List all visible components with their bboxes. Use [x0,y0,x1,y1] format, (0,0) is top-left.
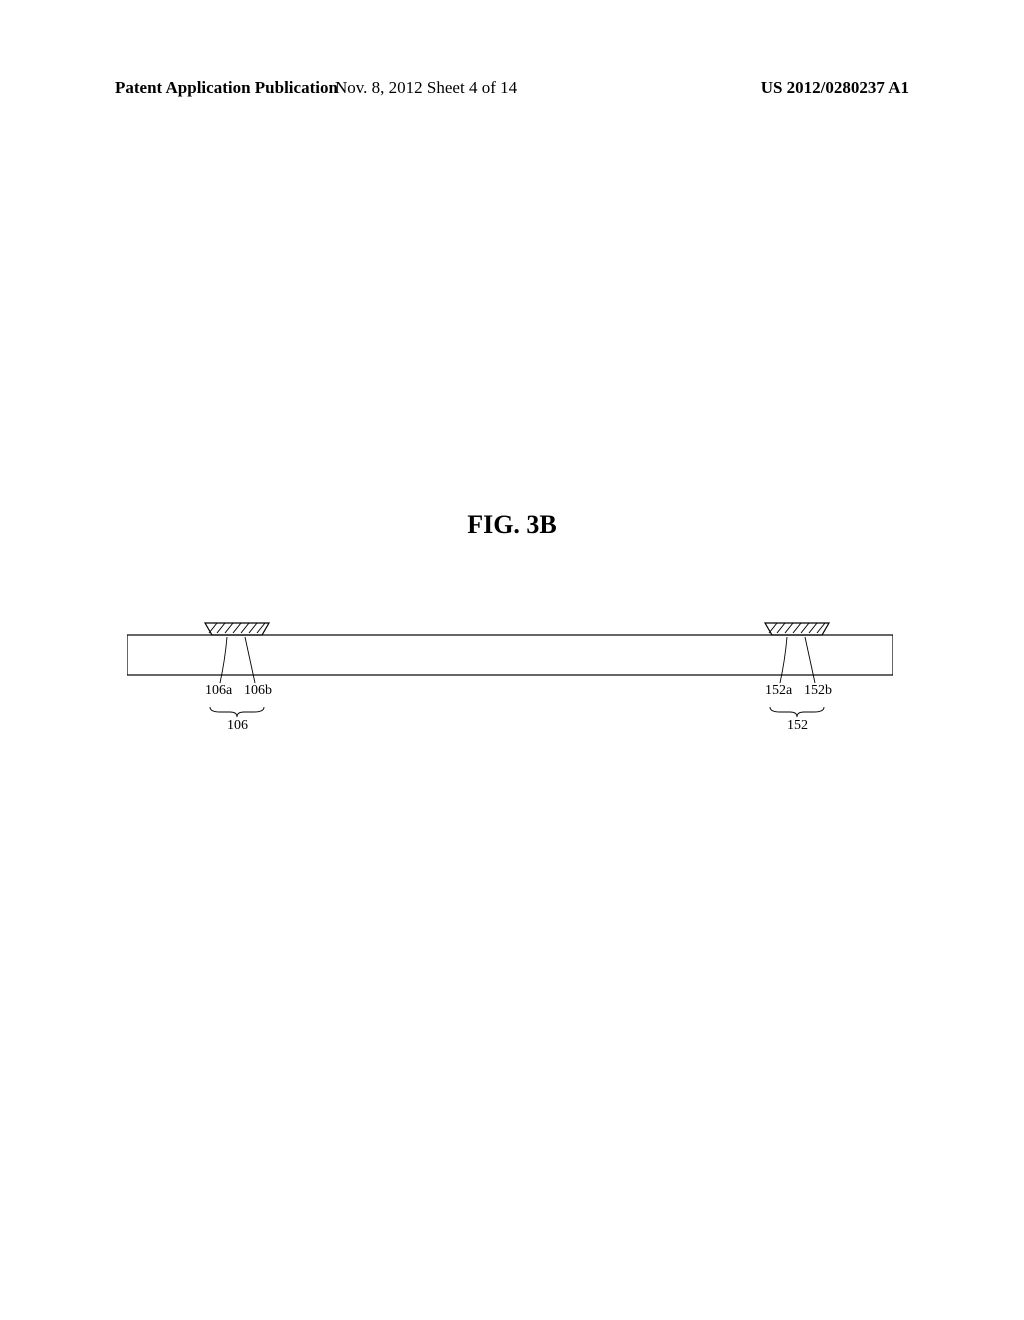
patent-diagram: 106a 106b 106 152a 152b 152 [127,615,893,745]
right-trapezoid [765,623,829,635]
brace-left [210,707,264,717]
header-publication: Patent Application Publication [115,78,338,98]
left-trapezoid [205,623,269,635]
lead-lines-right [780,637,815,683]
right-hatching [769,623,825,633]
label-106: 106 [227,718,248,734]
label-106a: 106a [205,683,232,699]
lead-lines-left [220,637,255,683]
brace-right [770,707,824,717]
label-106b: 106b [244,683,272,699]
header: Patent Application Publication Nov. 8, 2… [0,78,1024,98]
header-patent-number: US 2012/0280237 A1 [761,78,909,98]
label-152a: 152a [765,683,792,699]
right-electrode [765,623,829,635]
label-152: 152 [787,718,808,734]
left-electrode [205,623,269,635]
header-date-sheet: Nov. 8, 2012 Sheet 4 of 14 [335,78,517,98]
substrate-rect [127,635,893,675]
figure-title: FIG. 3B [467,510,557,540]
left-hatching [209,623,265,633]
label-152b: 152b [804,683,832,699]
